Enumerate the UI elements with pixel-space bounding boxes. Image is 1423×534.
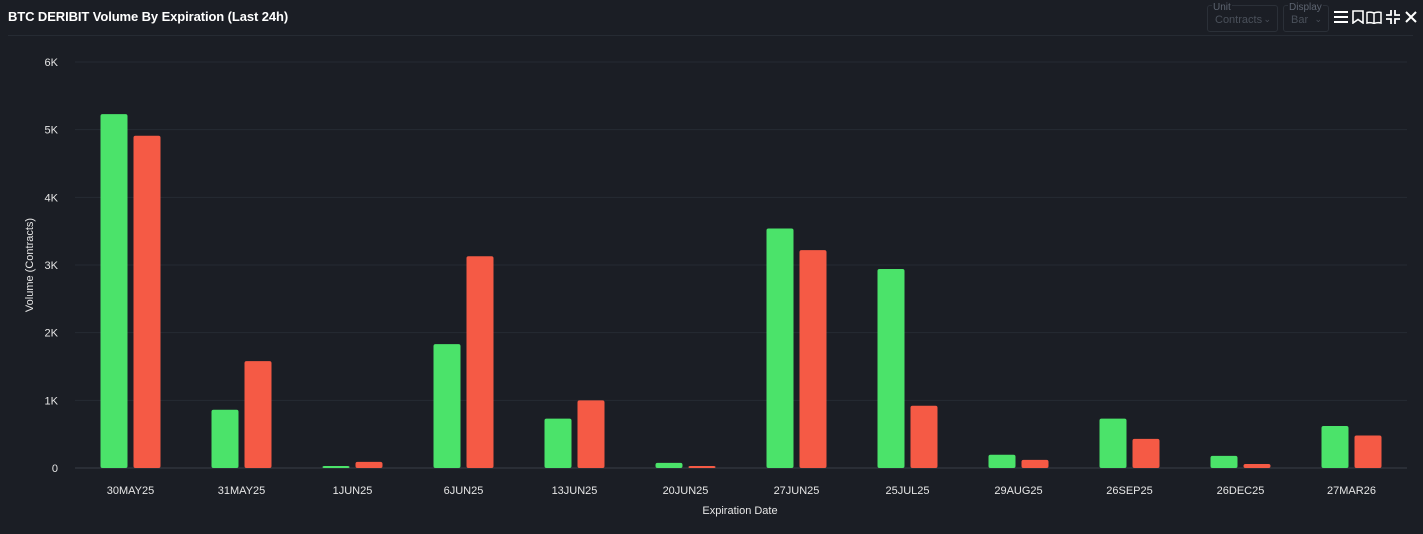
bar-green[interactable]	[211, 409, 239, 468]
bar-green[interactable]	[655, 462, 683, 468]
y-tick-label: 5K	[45, 125, 59, 137]
bar-green[interactable]	[322, 465, 350, 468]
y-tick-label: 6K	[45, 57, 59, 69]
x-tick-label: 26DEC25	[1217, 485, 1265, 497]
bar-red[interactable]	[1132, 438, 1160, 468]
bar-green[interactable]	[1210, 455, 1238, 468]
bar-red[interactable]	[1243, 463, 1271, 468]
collapse-icon[interactable]	[1385, 9, 1401, 25]
grid-lines	[75, 61, 1407, 469]
bar-red[interactable]	[577, 400, 605, 468]
close-icon[interactable]	[1403, 9, 1419, 25]
x-tick-label: 31MAY25	[218, 485, 266, 497]
y-tick-label: 2K	[45, 328, 59, 340]
x-tick-label: 27MAR26	[1327, 485, 1376, 497]
x-tick-label: 25JUL25	[885, 485, 929, 497]
bar-red[interactable]	[244, 361, 272, 468]
bar-green[interactable]	[100, 114, 128, 468]
y-tick-label: 0	[52, 463, 58, 475]
bar-red[interactable]	[466, 256, 494, 468]
x-axis-label: Expiration Date	[702, 505, 777, 517]
y-tick-label: 4K	[45, 192, 59, 204]
chevron-down-icon: ⌄	[1263, 14, 1271, 24]
x-tick-label: 30MAY25	[107, 485, 155, 497]
bookmark-icon[interactable]	[1350, 9, 1366, 25]
bar-red[interactable]	[1354, 435, 1382, 468]
y-axis-label: Volume (Contracts)	[24, 218, 36, 312]
bar-green[interactable]	[988, 454, 1016, 468]
x-axis-ticks: 30MAY25 31MAY25 1JUN25 6JUN25 13JUN25 20JUN25…	[107, 485, 1376, 497]
x-tick-label: 29AUG25	[994, 485, 1042, 497]
unit-select[interactable]: Unit Contracts ⌄	[1207, 2, 1278, 32]
y-axis-ticks: 0 1K 2K 3K 4K 5K 6K	[45, 57, 59, 475]
bar-green[interactable]	[877, 269, 905, 468]
unit-select-value: Contracts	[1215, 14, 1263, 26]
display-select[interactable]: Display Bar ⌄	[1283, 2, 1329, 32]
x-tick-label: 1JUN25	[333, 485, 373, 497]
display-select-label: Display	[1288, 2, 1323, 13]
book-icon[interactable]	[1366, 9, 1382, 25]
bar-green[interactable]	[1321, 426, 1349, 468]
y-tick-label: 1K	[45, 395, 59, 407]
bar-green[interactable]	[1099, 418, 1127, 468]
bars	[100, 114, 1382, 469]
chevron-down-icon: ⌄	[1314, 14, 1322, 24]
bar-green[interactable]	[433, 344, 461, 468]
menu-icon[interactable]	[1333, 9, 1349, 25]
chart-title: BTC DERIBIT Volume By Expiration (Last 2…	[8, 9, 289, 24]
bar-red[interactable]	[133, 135, 161, 469]
x-tick-label: 13JUN25	[552, 485, 598, 497]
bar-red[interactable]	[355, 461, 383, 468]
display-select-value: Bar	[1291, 14, 1309, 26]
x-tick-label: 27JUN25	[774, 485, 820, 497]
bar-green[interactable]	[766, 228, 794, 468]
y-tick-label: 3K	[45, 260, 59, 272]
x-tick-label: 26SEP25	[1106, 485, 1152, 497]
x-tick-label: 20JUN25	[663, 485, 709, 497]
bar-red[interactable]	[688, 465, 716, 468]
x-tick-label: 6JUN25	[444, 485, 484, 497]
header-divider	[8, 35, 1413, 36]
bar-red[interactable]	[910, 405, 938, 468]
bar-red[interactable]	[1021, 459, 1049, 468]
bar-green[interactable]	[544, 418, 572, 468]
bar-red[interactable]	[799, 250, 827, 468]
unit-select-label: Unit	[1212, 2, 1232, 13]
